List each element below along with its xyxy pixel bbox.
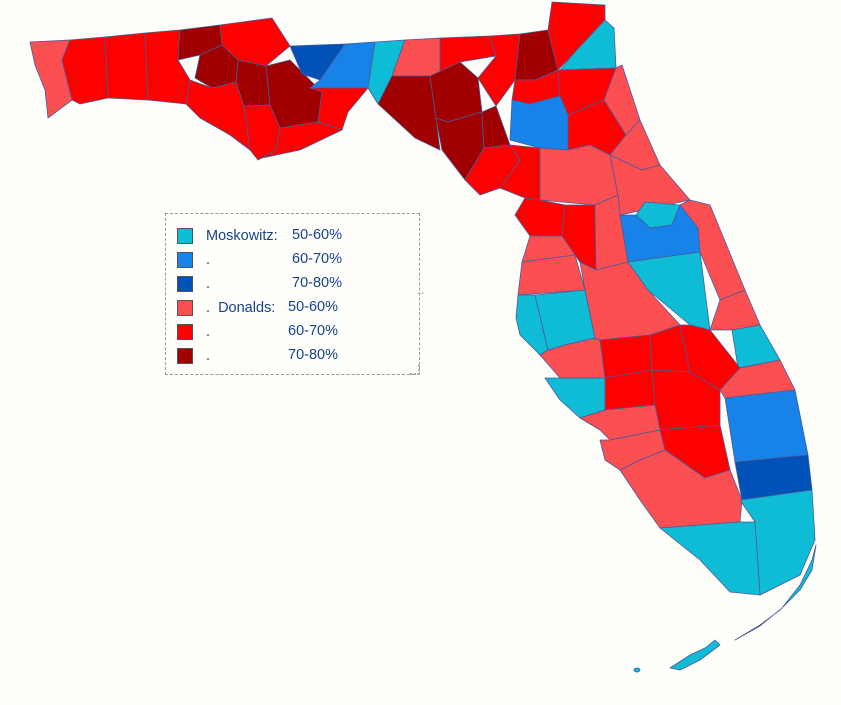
county-indian-river [709, 289, 761, 331]
legend-label: . [206, 252, 211, 268]
legend-range: 50-60% [292, 227, 342, 243]
legend-swatch [177, 300, 193, 316]
county-monroe-keys [669, 639, 721, 671]
county-hernando [521, 235, 581, 263]
county-sarasota [544, 377, 606, 419]
legend-label: . [206, 348, 211, 364]
legend-item-moskowitz-60-70: . [177, 251, 210, 269]
legend-swatch [177, 324, 193, 340]
legend-item-moskowitz-50-60: Moskowitz: [177, 227, 282, 245]
legend-label: . [206, 324, 211, 340]
legend-swatch [177, 252, 193, 268]
legend-range: 50-60% [288, 299, 338, 315]
county-marion [539, 144, 619, 206]
county-franklin [261, 121, 343, 159]
legend-range: 60-70% [288, 323, 338, 339]
legend-swatch [177, 348, 193, 364]
county-palm-beach [724, 389, 809, 463]
county-duval [559, 19, 617, 71]
county-monroe-key-west [633, 667, 641, 673]
county-taylor [377, 75, 441, 151]
county-okaloosa [104, 32, 149, 101]
corner-resize-icon[interactable] [410, 365, 420, 375]
legend-item-moskowitz-70-80: . [177, 275, 210, 293]
county-martin [719, 359, 796, 399]
county-brevard [679, 199, 746, 301]
county-monroe-keys-east [734, 544, 817, 641]
map-legend[interactable]: Moskowitz: 50-60% . 60-70% . 70-80% . Do… [165, 213, 427, 375]
legend-swatch [177, 276, 193, 292]
county-monroe [659, 521, 761, 596]
legend-range: 60-70% [292, 251, 342, 267]
legend-label: . [206, 276, 211, 292]
legend-item-donalds-70-80: . [177, 347, 210, 365]
county-alachua [509, 95, 569, 151]
legend-range: 70-80% [292, 275, 342, 291]
legend-range: 70-80% [288, 347, 338, 363]
legend-label: Moskowitz: [206, 228, 282, 244]
legend-label: . Donalds: [206, 300, 280, 316]
legend-item-donalds-50-60: . Donalds: [177, 299, 279, 317]
county-citrus [514, 197, 566, 237]
legend-swatch [177, 228, 193, 244]
county-collier [619, 449, 743, 529]
resize-handle-icon[interactable]: ↔ [415, 286, 427, 298]
legend-item-donalds-60-70: . [177, 323, 210, 341]
county-gilchrist [481, 105, 511, 149]
county-pasco [517, 254, 586, 296]
